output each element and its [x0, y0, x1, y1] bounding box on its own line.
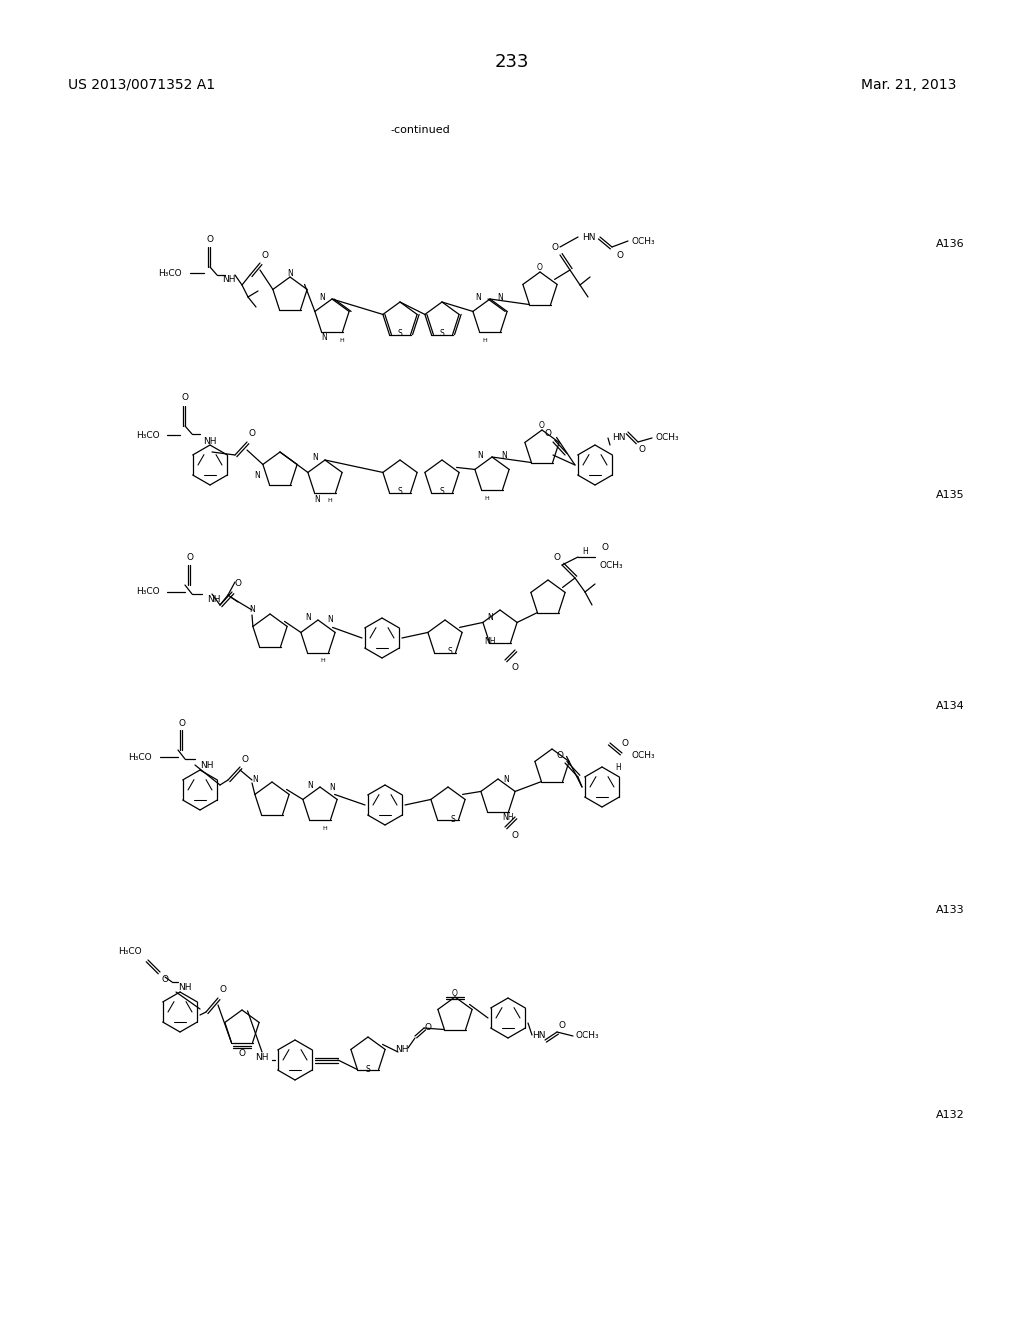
Text: O: O: [512, 664, 518, 672]
Text: NH: NH: [200, 760, 213, 770]
Text: A136: A136: [936, 239, 965, 249]
Text: O: O: [616, 251, 624, 260]
Text: A133: A133: [936, 906, 965, 915]
Text: H: H: [482, 338, 487, 342]
Text: H₃CO: H₃CO: [136, 587, 160, 597]
Text: 233: 233: [495, 53, 529, 71]
Text: O: O: [425, 1023, 431, 1032]
Text: N: N: [327, 615, 333, 624]
Text: NH: NH: [203, 437, 216, 446]
Text: H₃CO: H₃CO: [136, 430, 160, 440]
Text: N: N: [319, 293, 325, 301]
Text: O: O: [556, 751, 563, 759]
Text: OCH₃: OCH₃: [600, 561, 624, 569]
Text: N: N: [252, 776, 258, 784]
Text: N: N: [501, 450, 507, 459]
Text: O: O: [545, 429, 552, 438]
Text: S: S: [397, 329, 402, 338]
Text: H₃CO: H₃CO: [119, 948, 142, 957]
Text: O: O: [261, 251, 268, 260]
Text: S: S: [447, 648, 453, 656]
Text: A132: A132: [936, 1110, 965, 1119]
Text: O: O: [242, 755, 249, 763]
Text: OCH₃: OCH₃: [575, 1031, 599, 1040]
Text: O: O: [601, 544, 608, 553]
Text: HN: HN: [612, 433, 626, 442]
Text: OCH₃: OCH₃: [632, 236, 655, 246]
Text: O: O: [537, 264, 543, 272]
Text: O: O: [234, 579, 242, 589]
Text: H: H: [484, 495, 489, 500]
Text: Mar. 21, 2013: Mar. 21, 2013: [860, 78, 956, 92]
Text: H: H: [323, 825, 328, 830]
Text: O: O: [178, 718, 185, 727]
Text: A135: A135: [936, 490, 965, 500]
Text: O: O: [622, 738, 629, 747]
Text: O: O: [219, 986, 226, 994]
Text: O: O: [239, 1049, 246, 1059]
Text: S: S: [366, 1064, 371, 1073]
Text: N: N: [322, 334, 327, 342]
Text: NH: NH: [502, 813, 514, 821]
Text: O: O: [512, 830, 518, 840]
Text: N: N: [254, 470, 260, 479]
Text: N: N: [307, 780, 313, 789]
Text: H: H: [582, 548, 588, 557]
Text: N: N: [312, 454, 317, 462]
Text: O: O: [249, 429, 256, 438]
Text: N: N: [305, 614, 311, 623]
Text: O: O: [186, 553, 194, 562]
Text: S: S: [439, 487, 444, 496]
Text: NH: NH: [484, 638, 496, 647]
Text: H₃CO: H₃CO: [128, 752, 152, 762]
Text: OCH₃: OCH₃: [655, 433, 679, 442]
Text: S: S: [397, 487, 402, 496]
Text: O: O: [207, 235, 213, 244]
Text: N: N: [475, 293, 481, 301]
Text: H: H: [321, 659, 326, 664]
Text: N: N: [477, 450, 483, 459]
Text: OCH₃: OCH₃: [632, 751, 655, 759]
Text: US 2013/0071352 A1: US 2013/0071352 A1: [68, 78, 215, 92]
Text: N: N: [503, 775, 509, 784]
Text: O: O: [639, 446, 645, 454]
Text: H₃CO: H₃CO: [159, 268, 182, 277]
Text: O: O: [552, 243, 558, 252]
Text: O: O: [554, 553, 560, 561]
Text: O: O: [558, 1020, 565, 1030]
Text: S: S: [439, 329, 444, 338]
Text: H: H: [615, 763, 621, 771]
Text: O: O: [162, 975, 169, 985]
Text: HN: HN: [532, 1031, 546, 1040]
Text: N: N: [329, 783, 335, 792]
Text: -continued: -continued: [390, 125, 450, 135]
Text: N: N: [314, 495, 319, 503]
Text: O: O: [539, 421, 545, 430]
Text: NH: NH: [178, 983, 191, 993]
Text: N: N: [249, 606, 255, 615]
Text: NH: NH: [222, 276, 236, 285]
Text: O: O: [452, 989, 458, 998]
Text: S: S: [451, 814, 456, 824]
Text: N: N: [487, 614, 493, 623]
Text: A134: A134: [936, 701, 965, 711]
Text: NH: NH: [395, 1045, 409, 1055]
Text: HN: HN: [582, 232, 596, 242]
Text: H: H: [340, 338, 344, 342]
Text: H: H: [328, 499, 333, 503]
Text: O: O: [181, 393, 188, 403]
Text: NH: NH: [207, 595, 220, 605]
Text: NH: NH: [255, 1053, 268, 1063]
Text: N: N: [287, 268, 293, 277]
Text: N: N: [497, 293, 503, 301]
